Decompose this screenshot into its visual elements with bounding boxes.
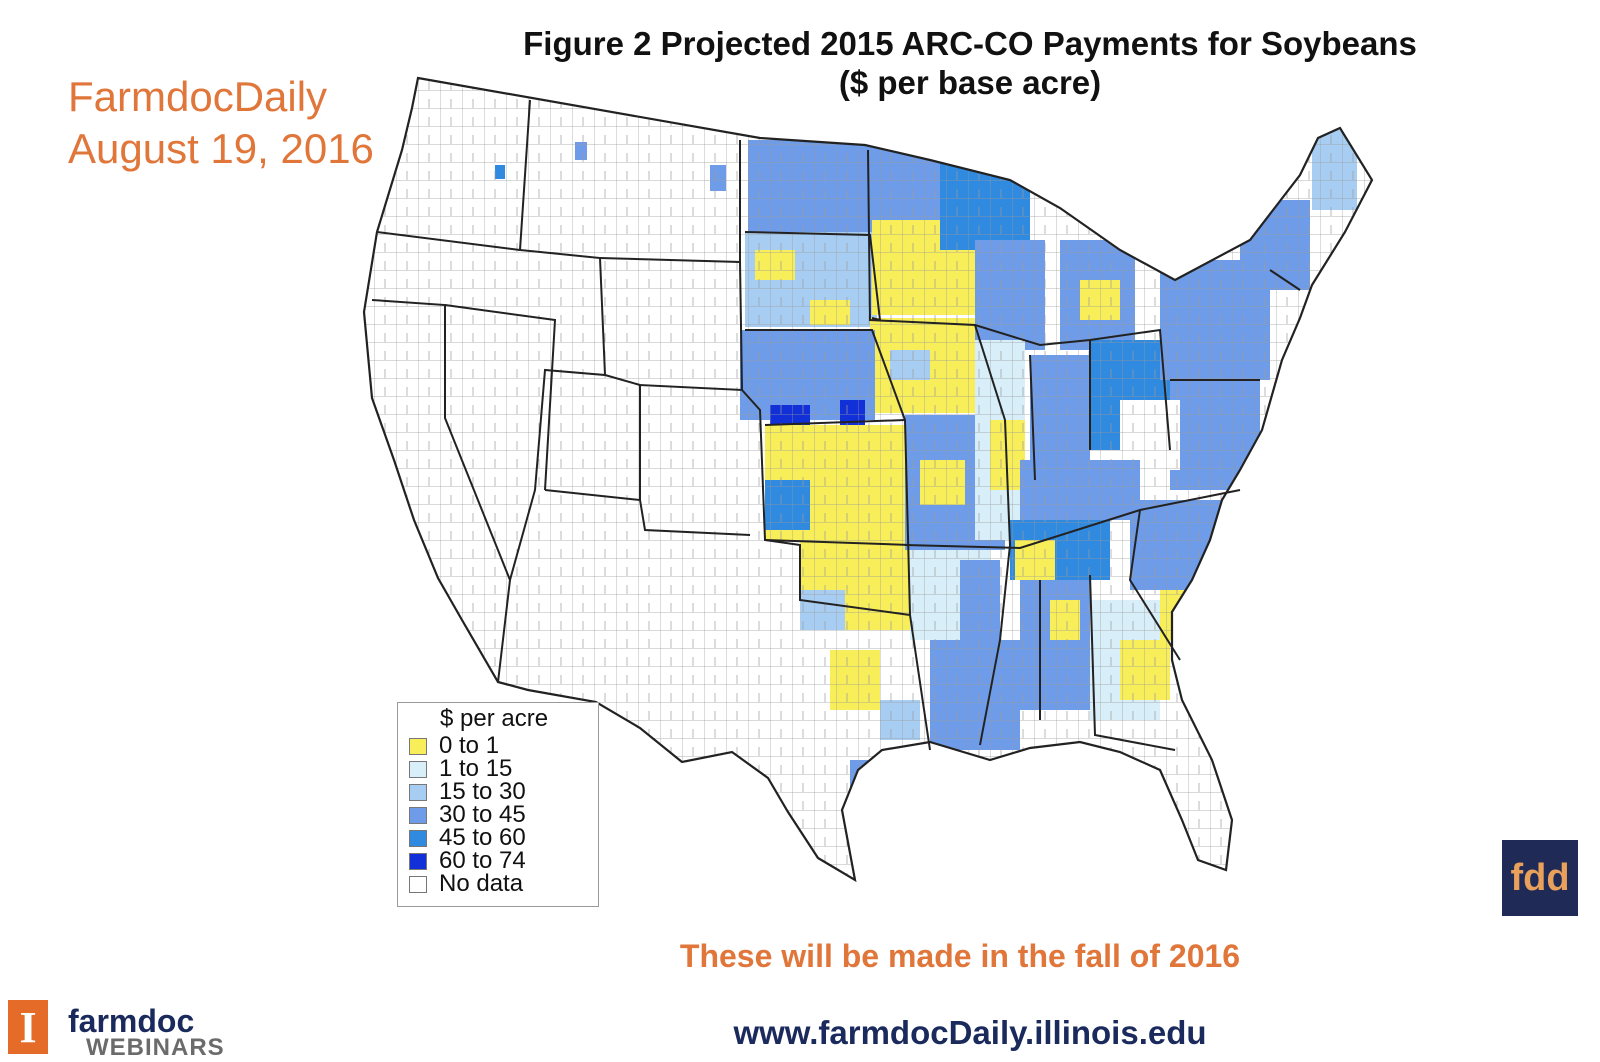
legend-label: 30 to 45	[439, 801, 526, 828]
legend-swatch	[409, 829, 427, 847]
figure-subtitle: ($ per base acre)	[838, 64, 1102, 101]
illinois-logo: I	[8, 1000, 48, 1054]
source-name: FarmdocDaily	[68, 73, 328, 120]
legend-label: 0 to 1	[439, 732, 500, 759]
legend-item: 30 to 45	[409, 801, 526, 828]
farmdoc-wordmark: farmdoc	[68, 1003, 195, 1039]
legend-item: 15 to 30	[409, 778, 526, 805]
legend-item: 0 to 1	[409, 732, 500, 759]
legend-item: 45 to 60	[409, 824, 526, 851]
legend-item: 60 to 74	[409, 847, 526, 874]
map-legend: $ per acre 0 to 1 1 to 15 15 to 30 30 to…	[397, 702, 599, 907]
legend-swatch	[409, 806, 427, 824]
legend-label: No data	[439, 870, 524, 897]
payment-note: These will be made in the fall of 2016	[679, 938, 1241, 974]
website-url[interactable]: www.farmdocDaily.illinois.edu	[733, 1014, 1207, 1051]
legend-label: 60 to 74	[439, 847, 526, 874]
legend-item: No data	[409, 870, 524, 897]
figure-title: Figure 2 Projected 2015 ARC-CO Payments …	[523, 25, 1417, 62]
legend-swatch	[409, 875, 427, 893]
state-boundaries	[371, 99, 1301, 751]
legend-label: 15 to 30	[439, 778, 526, 805]
legend-swatch	[409, 783, 427, 801]
legend-title: $ per acre	[440, 705, 549, 732]
legend-item: 1 to 15	[409, 755, 513, 782]
legend-swatch	[409, 852, 427, 870]
source-date: August 19, 2016	[68, 125, 374, 172]
legend-label: 1 to 15	[439, 755, 513, 782]
us-county-map	[362, 76, 1374, 882]
webinars-wordmark: WEBINARS	[86, 1034, 225, 1061]
legend-label: 45 to 60	[439, 824, 526, 851]
legend-swatch	[409, 737, 427, 755]
legend-swatch	[409, 760, 427, 778]
fdd-logo: fdd	[1502, 840, 1578, 916]
